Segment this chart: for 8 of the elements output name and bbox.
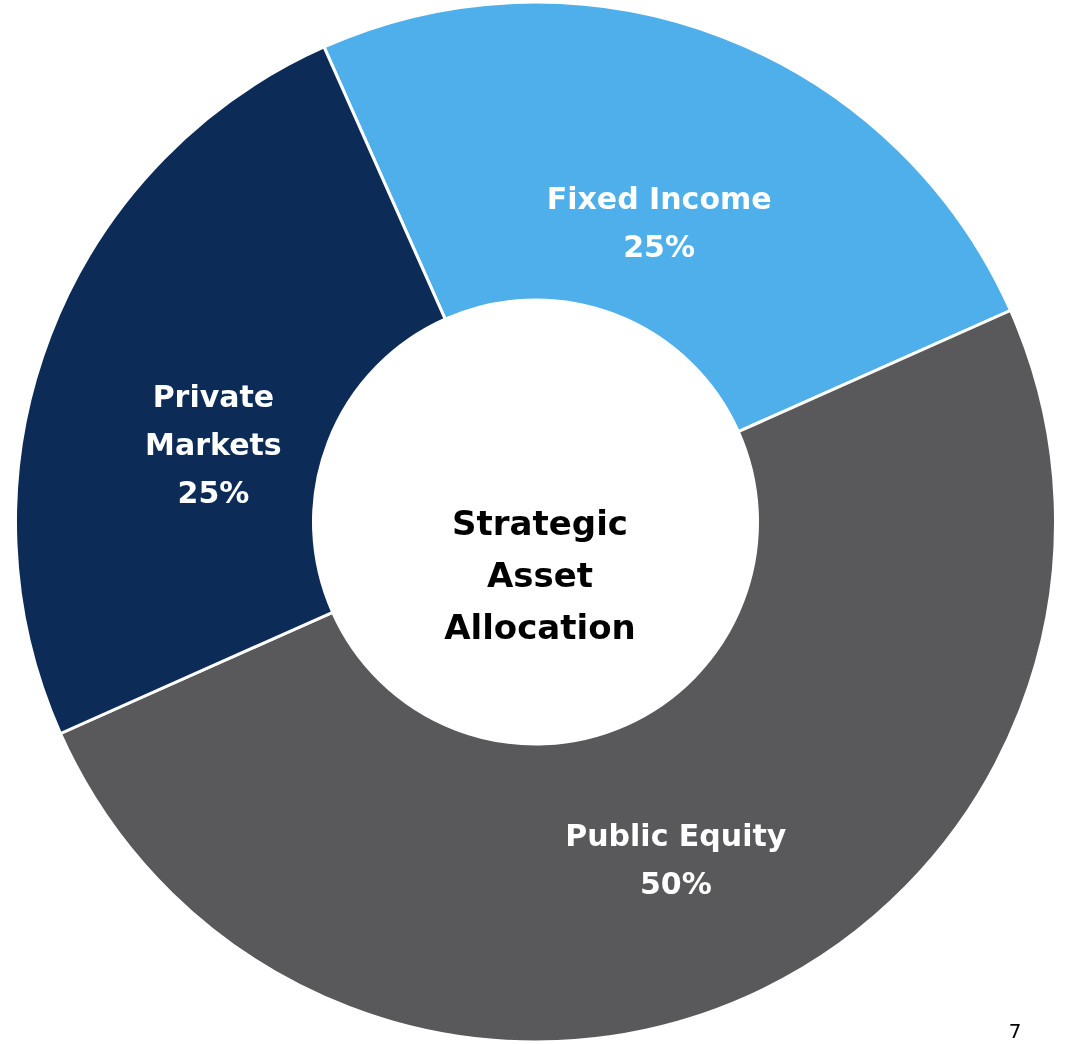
slice-label: Private Markets <box>145 379 282 463</box>
text: 7 <box>1008 1019 1022 1043</box>
data-label: 25% <box>623 228 696 264</box>
slice-label: Public Equity <box>565 818 787 854</box>
text: Strategic Asset Allocation <box>444 503 636 647</box>
slice-label: Fixed Income <box>546 180 772 216</box>
data-label: 50% <box>639 866 712 902</box>
data-label: 25% <box>177 475 250 511</box>
